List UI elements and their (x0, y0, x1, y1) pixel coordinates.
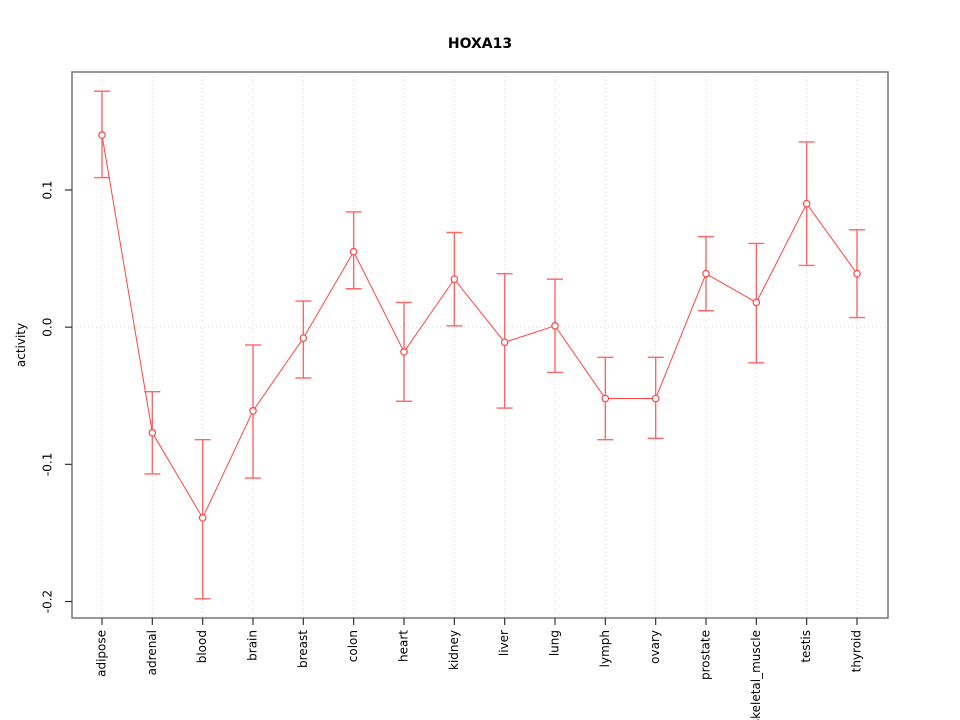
data-point-blood (198, 514, 207, 522)
x-tick-label-lymph: lymph (598, 630, 612, 667)
y-tick-label--0.1: -0.1 (41, 453, 55, 476)
data-point-lung (551, 321, 559, 330)
data-point-lymph (601, 394, 610, 403)
x-tick-label-thyroid: thyroid (850, 630, 864, 672)
data-point-kidney (450, 275, 459, 283)
y-tick-label-0.0: 0.0 (41, 318, 55, 337)
x-tick-label-ovary: ovary (648, 630, 662, 664)
data-point-heart (400, 348, 408, 356)
data-point-thyroid (853, 269, 861, 278)
data-point-ovary (651, 394, 660, 403)
data-point-prostate (702, 269, 710, 278)
data-point-adipose (98, 131, 106, 139)
data-point-colon (349, 247, 358, 256)
data-point-adrenal (148, 428, 157, 437)
x-tick-label-colon: colon (346, 630, 360, 662)
x-tick-label-adipose: adipose (95, 630, 109, 677)
plot-area: 0.1 0.0 -0.1 -0.2 adipose adrenal blood brain br… (41, 71, 889, 720)
x-tick-label-blood: blood (195, 630, 209, 663)
x-tick-label-heart: heart (397, 630, 411, 662)
x-tick-label-liver: liver (497, 630, 511, 656)
x-tick-label-breast: breast (296, 630, 310, 668)
y-tick-label-0.1: 0.1 (41, 180, 55, 199)
data-point-testis (802, 199, 811, 208)
data-point-breast (299, 334, 308, 342)
chart-title: HOXA13 (448, 36, 512, 52)
data-point-skeletal_muscle (752, 298, 761, 307)
plot-border (71, 71, 889, 619)
data-point-brain (249, 407, 257, 415)
series-line (101, 135, 858, 519)
x-tick-label-testis: testis (799, 630, 813, 663)
y-tick-label--0.2: -0.2 (41, 590, 55, 613)
x-tick-label-adrenal: adrenal (145, 630, 159, 675)
x-tick-label-skeletal_muscle: skeletal_muscle (749, 630, 763, 720)
x-tick-label-prostate: prostate (699, 630, 713, 680)
data-point-liver (500, 338, 509, 347)
x-tick-label-kidney: kidney (447, 630, 461, 670)
x-tick-label-lung: lung (548, 630, 562, 656)
y-axis-label: activity (14, 323, 28, 367)
x-tick-label-brain: brain (246, 630, 260, 661)
